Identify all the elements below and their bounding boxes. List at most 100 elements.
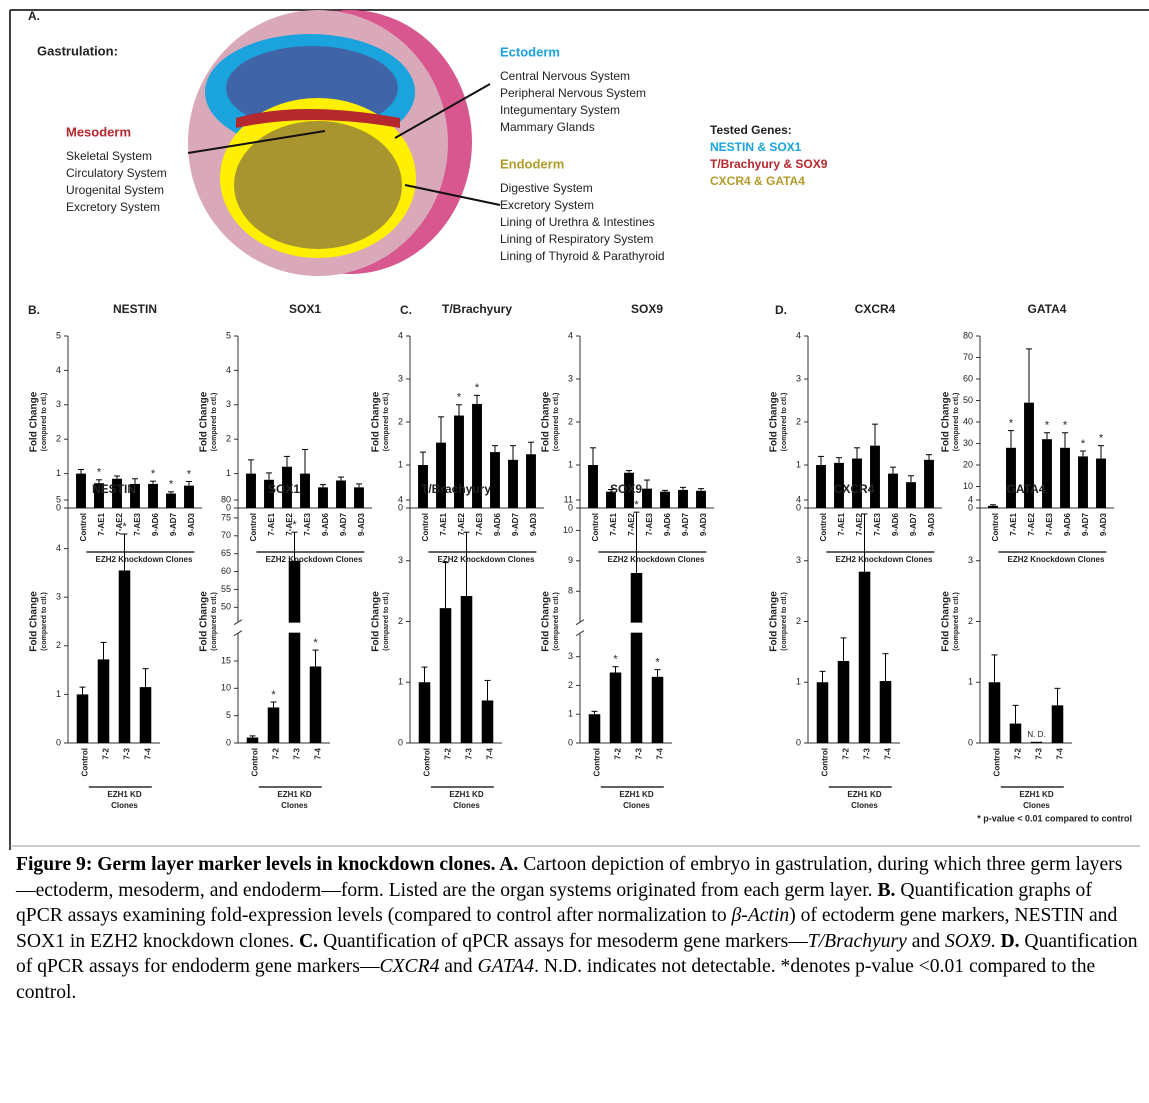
- embryo-cartoon: [187, 10, 501, 276]
- x-tick-label: Control: [421, 513, 430, 541]
- chart-title: SOX9: [610, 482, 642, 496]
- bar: [834, 462, 844, 508]
- y-axis-sublabel: (compared to ctl.): [553, 592, 560, 651]
- y-tick-label: 1: [796, 677, 801, 687]
- y-tick-label: 3: [398, 373, 403, 383]
- bar: [481, 700, 494, 743]
- chart-title: CXCR4: [855, 302, 896, 316]
- x-tick-label: 9-AD7: [909, 512, 918, 536]
- caption-run: D.: [1000, 930, 1020, 952]
- y-tick-label: 50: [221, 602, 231, 612]
- y-tick-label: 2: [968, 616, 973, 626]
- bar: [508, 459, 518, 508]
- break-mark: [233, 619, 243, 626]
- x-tick-label: 7-4: [314, 747, 323, 759]
- y-axis-sublabel: (compared to ctl.): [553, 393, 560, 452]
- x-tick-label: 9-AD7: [1081, 512, 1090, 536]
- bar: [1078, 456, 1088, 508]
- bar: [246, 737, 259, 743]
- panel-label: D.: [775, 303, 787, 317]
- y-axis-sublabel: (compared to ctl.): [383, 592, 390, 651]
- x-tick-label: Control: [79, 513, 88, 541]
- significance-marker: *: [313, 637, 318, 649]
- x-tick-label: 7-2: [272, 747, 281, 759]
- significance-marker: *: [292, 519, 297, 531]
- bar: [1096, 458, 1106, 508]
- y-tick-label: 1: [796, 459, 801, 469]
- y-tick-label: 10: [563, 525, 573, 535]
- group-label: EZH2 Knockdown Clones: [438, 555, 535, 564]
- group-label: EZH1 KD: [277, 790, 311, 799]
- y-axis-sublabel: (compared to ctl.): [211, 393, 218, 452]
- organ-system: Lining of Thyroid & Parathyroid: [500, 249, 665, 263]
- bar: [588, 714, 601, 743]
- layer-name: Endoderm: [500, 156, 564, 171]
- y-tick-label: 5: [56, 494, 61, 504]
- tested-gene: NESTIN & SOX1: [710, 140, 802, 154]
- break-mark: [575, 619, 585, 626]
- y-tick-label: 0: [56, 502, 61, 512]
- bar: [924, 459, 934, 508]
- bar: [418, 682, 431, 743]
- y-axis-label: Fold Change: [29, 391, 40, 452]
- bar: [816, 682, 829, 743]
- bar: [184, 485, 194, 508]
- y-axis-label: Fold Change: [941, 591, 952, 652]
- y-tick-label: 5: [226, 710, 231, 720]
- y-axis-sublabel: (compared to ctl.): [781, 393, 788, 452]
- bar: [130, 483, 140, 508]
- y-axis-label: Fold Change: [541, 591, 552, 652]
- y-tick-label: 0: [226, 737, 231, 747]
- y-tick-label: 4: [398, 330, 403, 340]
- x-tick-label: 7-AE2: [855, 512, 864, 535]
- bar: [94, 483, 104, 508]
- y-axis-label: Fold Change: [541, 391, 552, 452]
- bar: [1060, 447, 1070, 508]
- chart-title: NESTIN: [113, 302, 157, 316]
- y-tick-label: 3: [56, 592, 61, 602]
- y-tick-label: 65: [221, 548, 231, 558]
- y-axis-sublabel: (compared to ctl.): [211, 592, 218, 651]
- x-tick-label: 7-3: [635, 747, 644, 759]
- y-tick-label: 2: [796, 616, 801, 626]
- caption-run: C.: [299, 930, 319, 952]
- bar: [1051, 705, 1064, 743]
- x-tick-label: 9-AD3: [187, 512, 196, 536]
- chart-title: T/Brachyury: [421, 482, 491, 496]
- bar: [309, 666, 322, 743]
- axis-break: [581, 622, 669, 633]
- bar: [906, 482, 916, 508]
- bar: [436, 442, 446, 508]
- y-tick-label: 2: [796, 416, 801, 426]
- bar: [588, 465, 598, 508]
- x-tick-label: 7-2: [1014, 747, 1023, 759]
- x-tick-label: 7-4: [884, 747, 893, 759]
- x-tick-label: 7-3: [1035, 747, 1044, 759]
- y-axis-sublabel: (compared to ctl.): [781, 592, 788, 651]
- caption-run: B.: [877, 879, 896, 901]
- chart-title: SOX1: [289, 302, 321, 316]
- y-tick-label: 15: [221, 655, 231, 665]
- caption-run: GATA4: [477, 956, 535, 977]
- y-tick-label: 0: [796, 502, 801, 512]
- x-tick-label: 7-AE1: [439, 512, 448, 535]
- x-tick-label: Control: [819, 513, 828, 541]
- y-tick-label: 1: [56, 468, 61, 478]
- x-tick-label: 7-AE3: [303, 512, 312, 535]
- break-mark: [575, 630, 585, 637]
- x-tick-label: 7-AE1: [97, 512, 106, 535]
- y-tick-label: 3: [398, 555, 403, 565]
- chart-title: T/Brachyury: [442, 302, 512, 316]
- y-tick-label: 3: [796, 555, 801, 565]
- x-tick-label: 7-AE2: [115, 512, 124, 535]
- y-tick-label: 3: [968, 555, 973, 565]
- y-axis-sublabel: (compared to ctl.): [953, 393, 960, 452]
- x-tick-label: Control: [591, 513, 600, 541]
- group-label: EZH1 KD: [847, 790, 881, 799]
- group-label: EZH1 KD: [449, 790, 483, 799]
- x-tick-label: Control: [991, 513, 1000, 541]
- y-tick-label: 0: [398, 502, 403, 512]
- group-label: EZH2 Knockdown Clones: [96, 555, 193, 564]
- x-tick-label: 7-AE2: [457, 512, 466, 535]
- axis-break: [239, 622, 327, 633]
